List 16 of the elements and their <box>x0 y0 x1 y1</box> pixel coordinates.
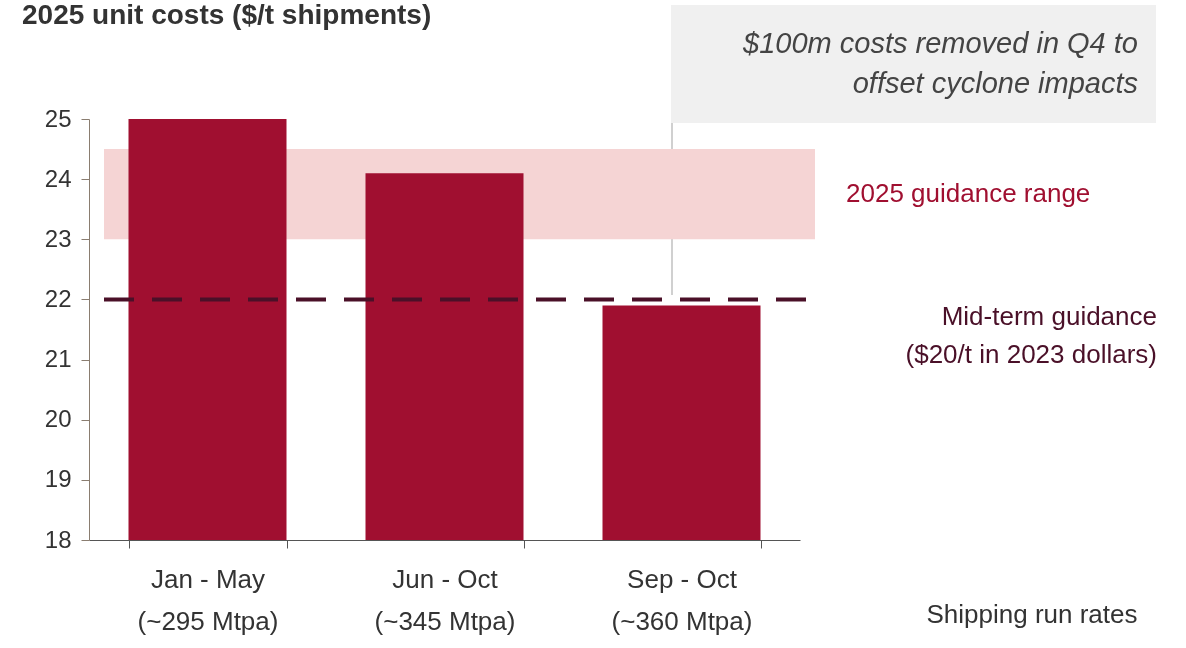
y-tick-label: 18 <box>44 525 72 553</box>
x-axis-title: Shipping run rates <box>926 598 1138 629</box>
y-tick-label: 23 <box>44 224 72 252</box>
x-tick-label: Jun - Oct (~345 Mtpa) <box>374 563 516 636</box>
band-label: 2025 guidance range <box>846 178 1091 209</box>
x-tick-label: Sep - Oct (~360 Mtpa) <box>611 563 753 636</box>
x-tick-label: Jan - May (~295 Mtpa) <box>137 563 279 636</box>
y-tick-label: 24 <box>44 164 72 192</box>
y-tick-label: 20 <box>44 405 72 433</box>
y-tick-label: 19 <box>44 465 72 493</box>
y-tick-label: 21 <box>44 345 72 373</box>
ref-line-label: Mid-term guidance ($20/t in 2023 dollars) <box>905 301 1157 370</box>
y-tick-label: 25 <box>44 104 72 132</box>
text: $100m costs removed in Q4 to offset cyclone impacts <box>671 5 1156 123</box>
chart-title: 2025 unit costs ($/t shipments) <box>22 0 432 30</box>
y-tick-label: 22 <box>44 284 72 312</box>
